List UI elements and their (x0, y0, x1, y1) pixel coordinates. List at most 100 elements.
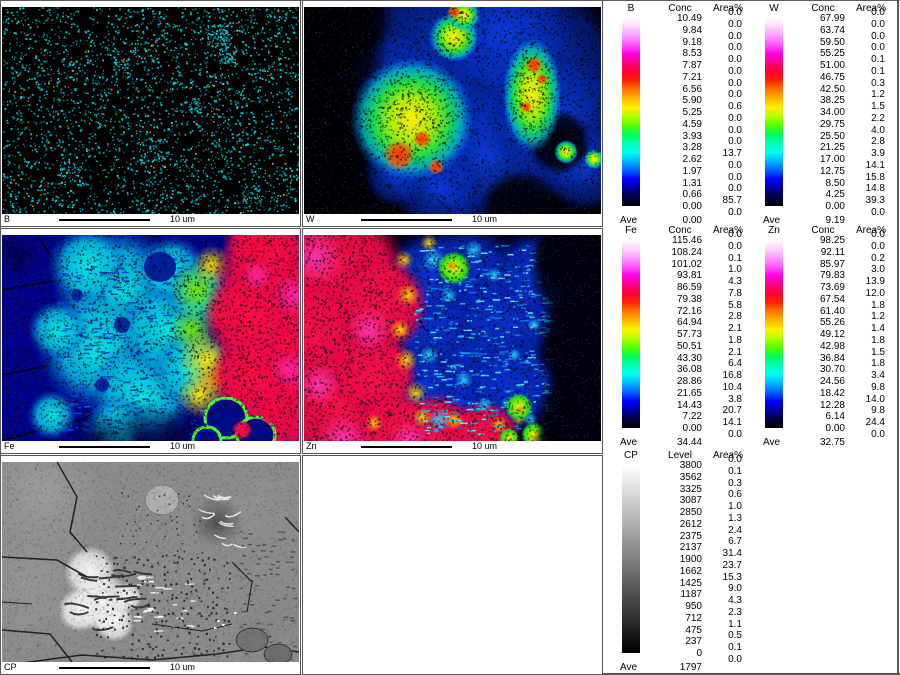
legend-conc-value: 1.31 (682, 178, 702, 189)
legend-area-value: 0.0 (871, 31, 885, 42)
map-element-label: Zn (306, 441, 317, 451)
legend-conc-value: 115.46 (672, 235, 702, 246)
legend-conc-value: 6.14 (825, 411, 845, 422)
legend-area-value: 0.1 (728, 466, 742, 477)
legend-area-value: 0.0 (871, 229, 885, 240)
legend-area-value: 0.0 (728, 229, 742, 240)
legend-conc-value: 98.25 (819, 235, 845, 246)
legend-area-value: 0.0 (728, 136, 742, 147)
legend-conc-value: 5.25 (682, 107, 702, 118)
window-top-edge (0, 0, 900, 1)
legend-colorbar (622, 18, 640, 206)
legend-area-value: 2.8 (871, 136, 885, 147)
window-bottom-edge (603, 673, 900, 675)
legend-ave-label: Ave (620, 662, 638, 673)
legend-conc-value: 7.21 (682, 72, 702, 83)
legend-area-value: 0.0 (871, 19, 885, 30)
legend-conc-value: 86.59 (676, 282, 702, 293)
legend-area-value: 2.3 (728, 607, 742, 618)
legend-conc-value: 3087 (679, 495, 702, 506)
legend-ave-label: Ave (763, 437, 781, 448)
legend-conc-value: 2375 (679, 531, 702, 542)
scale-text: 10 um (170, 662, 196, 672)
legend-fe: Fe Conc Area% 115.46 108.24 101.02 93.81 86.59 7… (618, 226, 756, 458)
legend-conc-value: 57.73 (676, 329, 702, 340)
legend-conc-value: 10.49 (676, 13, 702, 24)
legend-conc-value: 3800 (679, 460, 702, 471)
legend-conc-value: 2.62 (682, 154, 702, 165)
legend-conc-value: 0.00 (682, 201, 702, 212)
legend-area-value: 24.4 (865, 417, 885, 428)
map-image-w (304, 7, 601, 214)
legend-conc-value: 3.28 (682, 142, 702, 153)
legend-area-value: 0.0 (728, 19, 742, 30)
map-panel-zn: Zn 10 um (302, 228, 603, 454)
legend-conc-value: 61.40 (819, 306, 845, 317)
legend-area-value: 0.0 (728, 241, 742, 252)
legend-conc-value: 3325 (679, 484, 702, 495)
legend-conc-value: 79.38 (676, 294, 702, 305)
legend-conc-value: 0.66 (682, 189, 702, 200)
legend-conc-value: 0 (696, 648, 702, 659)
map-image-cp (2, 462, 299, 663)
legend-area-value: 0.6 (728, 489, 742, 500)
legend-area-value: 3.9 (871, 148, 885, 159)
legend-conc-value: 67.99 (819, 13, 845, 24)
legend-cp: CP Level Area% 3800 3562 3325 3087 2850 2612 2375… (618, 451, 756, 675)
legend-conc-value: 237 (685, 636, 702, 647)
legend-colorbar (765, 240, 783, 428)
legend-conc-value: 9.18 (682, 37, 702, 48)
legend-area-value: 0.1 (728, 642, 742, 653)
legend-area-value: 0.0 (728, 31, 742, 42)
legend-conc-value: 50.51 (676, 341, 702, 352)
legend-area-header: Area% (855, 3, 886, 14)
legend-conc-value: 7.22 (682, 411, 702, 422)
legend-area-value: 0.0 (728, 54, 742, 65)
legend-area-value: 0.0 (728, 125, 742, 136)
map-label-strip-cp: CP 10 um (2, 662, 299, 673)
legend-conc-value: 4.25 (825, 189, 845, 200)
legend-conc-value: 42.50 (819, 84, 845, 95)
legend-conc-value: 43.30 (676, 353, 702, 364)
legend-area-value: 9.8 (871, 405, 885, 416)
legend-colorbar (622, 465, 640, 653)
legend-area-value: 13.7 (722, 148, 742, 159)
legend-element-label: Zn (768, 225, 780, 236)
legend-area-value: 1.1 (728, 619, 742, 630)
legend-conc-value: 5.90 (682, 95, 702, 106)
legend-conc-value: 51.00 (819, 60, 845, 71)
legend-conc-value: 30.70 (819, 364, 845, 375)
legend-ave-value: 34.44 (676, 437, 702, 448)
map-image-fe (2, 235, 299, 442)
legend-element-label: B (627, 3, 635, 14)
legend-conc-value: 0.00 (825, 423, 845, 434)
legend-area-value: 4.0 (871, 125, 885, 136)
legend-area-value: 0.0 (728, 207, 742, 218)
legend-conc-value: 59.50 (819, 37, 845, 48)
legend-ave-value: 9.19 (825, 215, 845, 226)
legend-conc-value: 2612 (679, 519, 702, 530)
legend-conc-value: 93.81 (676, 270, 702, 281)
legend-conc-value: 18.42 (819, 388, 845, 399)
legend-conc-value: 14.43 (676, 400, 702, 411)
legend-area-value: 0.1 (728, 253, 742, 264)
legend-conc-value: 36.08 (676, 364, 702, 375)
legend-conc-value: 7.87 (682, 60, 702, 71)
legend-conc-value: 3.93 (682, 131, 702, 142)
map-label-strip-b: B 10 um (2, 214, 299, 225)
legend-colorbar (765, 18, 783, 206)
legend-area-value: 1.5 (871, 347, 885, 358)
legend-area-value: 14.0 (865, 394, 885, 405)
legend-conc-value: 79.83 (819, 270, 845, 281)
legend-conc-value: 67.54 (819, 294, 845, 305)
legend-area-value: 0.5 (728, 630, 742, 641)
map-element-label: CP (4, 662, 17, 672)
legend-area-value: 6.7 (728, 536, 742, 547)
legend-conc-value: 101.02 (671, 259, 702, 270)
map-label-strip-w: W 10 um (304, 214, 601, 225)
legend-ave-value: 0.00 (682, 215, 702, 226)
legend-conc-value: 49.12 (819, 329, 845, 340)
legend-area-value: 0.0 (871, 42, 885, 53)
legend-conc-value: 24.56 (819, 376, 845, 387)
legend-area-value: 2.1 (728, 347, 742, 358)
